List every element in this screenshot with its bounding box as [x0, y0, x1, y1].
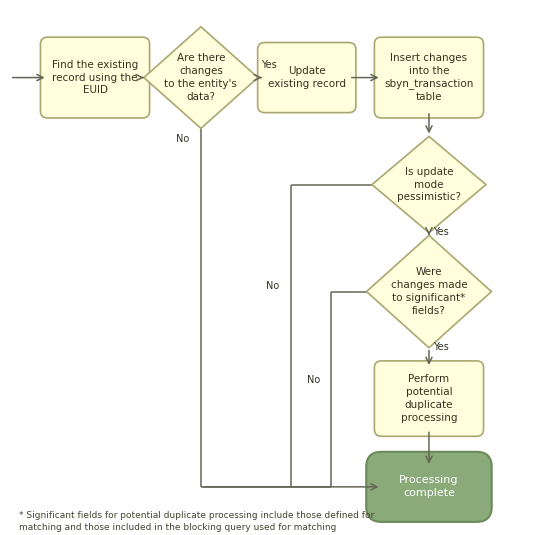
FancyBboxPatch shape — [366, 452, 492, 522]
Text: Is update
mode
pessimistic?: Is update mode pessimistic? — [397, 167, 461, 202]
Text: Yes: Yes — [433, 227, 449, 238]
Text: Perform
potential
duplicate
processing: Perform potential duplicate processing — [401, 374, 457, 423]
Text: Yes: Yes — [433, 342, 449, 353]
Text: Update
existing record: Update existing record — [268, 66, 346, 89]
Polygon shape — [372, 136, 486, 233]
FancyBboxPatch shape — [257, 43, 356, 113]
Text: Find the existing
record using the
EUID: Find the existing record using the EUID — [52, 60, 138, 95]
Text: Yes: Yes — [261, 60, 276, 70]
Text: Were
changes made
to significant*
fields?: Were changes made to significant* fields… — [390, 268, 468, 316]
Polygon shape — [144, 27, 258, 128]
Text: Are there
changes
to the entity's
data?: Are there changes to the entity's data? — [165, 54, 237, 102]
FancyBboxPatch shape — [375, 361, 483, 437]
Text: Processing
complete: Processing complete — [399, 476, 459, 498]
Text: No: No — [176, 134, 190, 144]
Text: No: No — [266, 281, 279, 291]
FancyBboxPatch shape — [40, 37, 150, 118]
Text: Insert changes
into the
sbyn_transaction
table: Insert changes into the sbyn_transaction… — [384, 53, 473, 102]
Text: * Significant fields for potential duplicate processing include those defined fo: * Significant fields for potential dupli… — [19, 511, 374, 532]
FancyBboxPatch shape — [375, 37, 483, 118]
Polygon shape — [367, 235, 491, 348]
Text: No: No — [307, 374, 320, 385]
